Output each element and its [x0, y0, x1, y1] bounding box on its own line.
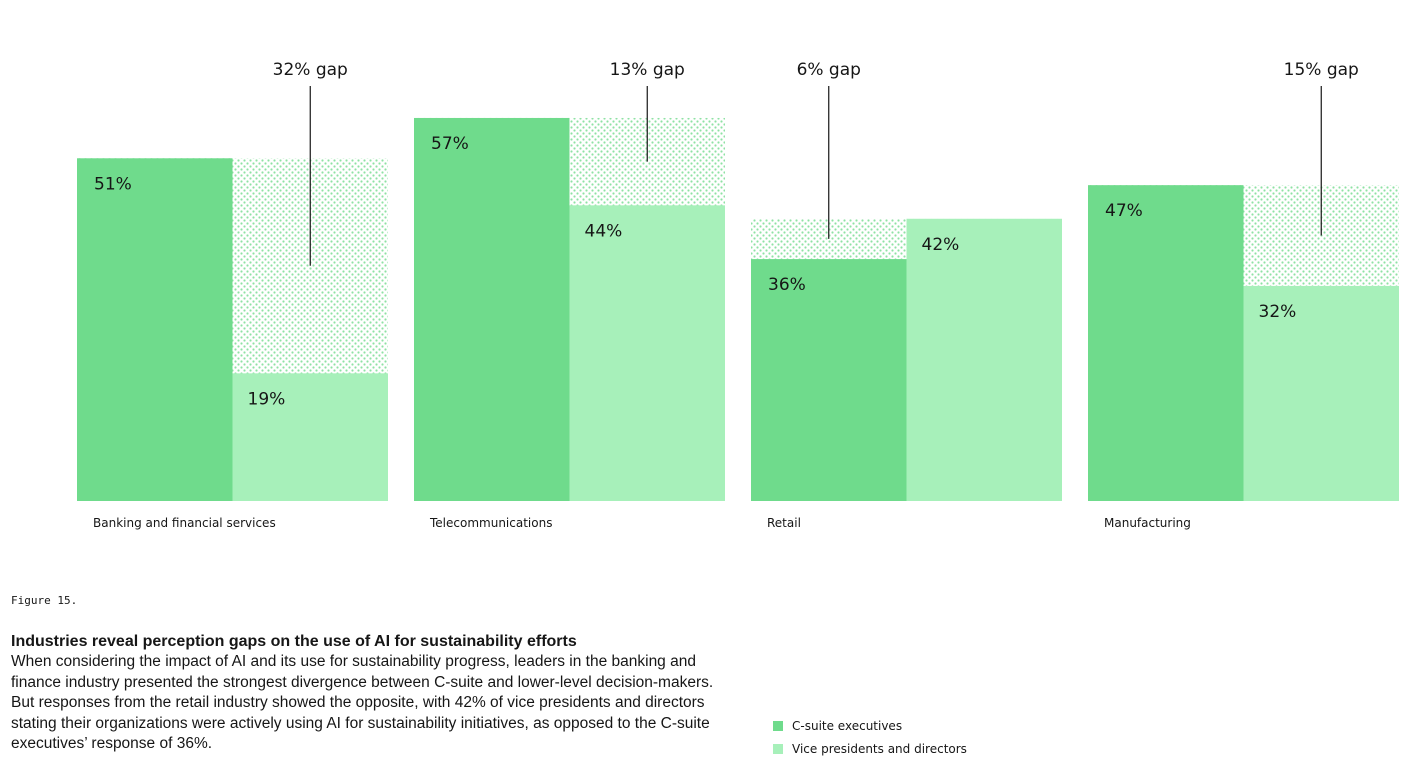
legend: C-suite executives Vice presidents and d…	[773, 714, 967, 760]
bar-c-suite-1	[414, 117, 570, 502]
bar-c-suite-0	[77, 158, 233, 501]
legend-item-c-suite: C-suite executives	[773, 714, 967, 737]
figure-title: Industries reveal perception gaps on the…	[11, 633, 577, 650]
value-label-vp-1: 44%	[585, 221, 623, 241]
figure-caption: Industries reveal perception gaps on the…	[11, 631, 731, 755]
value-label-vp-0: 19%	[248, 389, 286, 409]
bar-chart: 51% 19% 32% gap Banking and financial servi…	[77, 60, 1399, 530]
bar-c-suite-2	[751, 259, 907, 501]
value-label-c-suite-1: 57%	[431, 134, 469, 154]
value-label-vp-3: 32%	[1259, 302, 1297, 322]
legend-item-vp: Vice presidents and directors	[773, 737, 967, 760]
figure-label: Figure 15.	[11, 594, 78, 607]
category-label-1: Telecommunications	[429, 516, 552, 530]
bar-vp-1	[569, 205, 725, 501]
value-label-c-suite-0: 51%	[94, 174, 132, 194]
category-label-0: Banking and financial services	[93, 516, 276, 530]
gap-label-3: 15% gap	[1284, 60, 1359, 80]
value-label-c-suite-3: 47%	[1105, 201, 1143, 221]
figure-description: When considering the impact of AI and it…	[11, 653, 714, 752]
gap-label-2: 6% gap	[797, 60, 861, 80]
legend-label-vp: Vice presidents and directors	[792, 741, 967, 756]
legend-swatch-vp	[773, 743, 783, 754]
gap-label-1: 13% gap	[610, 60, 685, 80]
value-label-c-suite-2: 36%	[768, 275, 806, 295]
category-label-3: Manufacturing	[1104, 516, 1191, 530]
legend-swatch-c-suite	[773, 720, 783, 731]
gap-label-0: 32% gap	[273, 60, 348, 80]
bar-c-suite-3	[1088, 185, 1244, 501]
bar-vp-3	[1243, 285, 1399, 501]
bar-vp-2	[906, 218, 1062, 501]
category-label-2: Retail	[767, 516, 801, 530]
value-label-vp-2: 42%	[922, 235, 960, 255]
legend-label-c-suite: C-suite executives	[792, 718, 903, 733]
bar-vp-0	[232, 373, 388, 501]
